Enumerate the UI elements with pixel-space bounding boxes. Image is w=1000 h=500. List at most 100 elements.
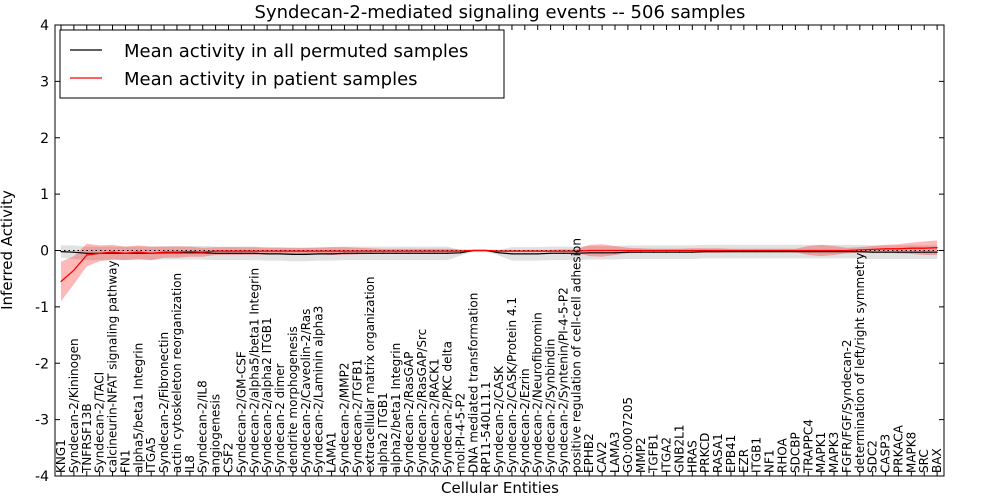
- x-tick-label: Syndecan-2/Neurofibromin: [531, 312, 545, 473]
- point-permuted: [86, 252, 88, 254]
- point-patient: [202, 251, 204, 253]
- point-patient: [846, 249, 848, 252]
- x-tick-label: ITGA2: [660, 437, 674, 473]
- x-tick-label: Syndecan-2/Caveolin-2/Ras: [299, 309, 313, 473]
- point-permuted: [408, 252, 410, 254]
- point-permuted: [240, 252, 242, 254]
- y-tick-label: 0: [40, 244, 49, 260]
- point-patient: [408, 250, 410, 252]
- point-patient: [781, 249, 784, 252]
- chart-title: Syndecan-2-mediated signaling events -- …: [255, 2, 746, 23]
- x-tick-label: Syndecan-2/GM-CSF: [234, 351, 248, 473]
- point-patient: [369, 250, 371, 252]
- point-patient: [305, 250, 307, 252]
- point-patient: [640, 249, 642, 252]
- point-permuted: [936, 251, 938, 253]
- point-patient: [215, 250, 217, 252]
- y-tick-label: -2: [35, 356, 49, 372]
- x-tick-label: GNB2L1: [672, 425, 686, 473]
- x-tick-label: CAV2: [595, 441, 609, 473]
- point-patient: [421, 250, 423, 252]
- point-permuted: [704, 251, 706, 253]
- x-tick-label: MAPK1: [814, 432, 828, 473]
- point-patient: [189, 251, 191, 253]
- point-permuted: [923, 251, 925, 253]
- x-tick-label: positive regulation of cell-cell adhesio…: [569, 238, 583, 473]
- x-tick-label: Syndecan-2/alpha5/beta1 Integrin: [247, 268, 261, 473]
- x-tick-label: actin cytoskeleton reorganization: [170, 273, 184, 473]
- x-tick-label: Syndecan-2/IL8: [196, 380, 210, 473]
- point-patient: [279, 250, 281, 252]
- point-permuted: [434, 252, 436, 254]
- x-tick-label: NF1: [763, 449, 777, 473]
- x-tick-label: Syndecan-2/RACK1: [428, 358, 442, 473]
- point-patient: [318, 250, 320, 252]
- x-tick-label: Syndecan-2/RasGAP/Src: [415, 329, 429, 473]
- point-patient: [872, 248, 874, 250]
- point-permuted: [807, 251, 809, 253]
- point-patient: [137, 251, 139, 253]
- point-permuted: [640, 251, 642, 253]
- point-permuted: [833, 251, 835, 253]
- x-tick-label: Syndecan-2/PKC delta: [441, 341, 455, 473]
- point-patient: [60, 280, 62, 283]
- point-patient: [163, 251, 165, 253]
- y-tick-label: 2: [40, 131, 49, 147]
- point-permuted: [769, 251, 771, 253]
- x-tick-label: angiogenesis: [209, 394, 223, 473]
- point-patient: [601, 249, 603, 252]
- point-patient: [382, 250, 384, 252]
- point-permuted: [498, 252, 500, 254]
- x-tick-label: Syndecan-2/alpha2 ITGB1: [260, 317, 274, 473]
- point-patient: [820, 249, 822, 252]
- y-tick-label: -4: [35, 469, 49, 485]
- legend-frame: [59, 29, 505, 99]
- point-permuted: [885, 251, 887, 253]
- legend-label-patient: Mean activity in patient samples: [124, 69, 418, 90]
- point-permuted: [550, 252, 552, 254]
- point-patient: [111, 251, 114, 253]
- x-tick-label: Syndecan-2/Laminin alpha3: [312, 306, 326, 473]
- series-lines: [60, 247, 938, 283]
- x-axis-label: Cellular Entities: [441, 479, 559, 497]
- point-permuted: [459, 252, 461, 254]
- point-patient: [769, 249, 771, 252]
- point-permuted: [601, 252, 603, 254]
- point-patient: [885, 248, 887, 250]
- point-patient: [99, 252, 101, 254]
- x-tick-label: GO:0007205: [621, 397, 635, 473]
- point-patient: [666, 249, 668, 252]
- y-axis: -4 -3 -2 -1 0 1 2 3 4: [35, 18, 944, 485]
- x-tick-label: Syndecan-2/TGFB1: [350, 359, 364, 473]
- point-permuted: [781, 251, 784, 253]
- band-patient: [61, 240, 938, 302]
- x-tick-label: extracellular matrix organization: [363, 277, 377, 474]
- x-tick-label: KNG1: [54, 439, 68, 473]
- x-tick-label: FGFR/FGF/Syndecan-2: [840, 340, 854, 473]
- y-tick-label: 1: [40, 187, 49, 203]
- x-tick-label: PRKCD: [698, 433, 712, 473]
- point-patient: [498, 250, 500, 252]
- point-patient: [511, 250, 513, 252]
- x-tick-label: alpha5/beta1 Integrin: [131, 343, 145, 473]
- point-patient: [923, 247, 925, 249]
- x-tick-label: Syndecan-2/TACI: [93, 372, 107, 473]
- point-permuted: [627, 251, 629, 253]
- point-permuted: [215, 252, 217, 254]
- point-permuted: [897, 251, 900, 253]
- point-permuted: [279, 253, 281, 255]
- point-patient: [807, 249, 809, 252]
- point-patient: [550, 250, 552, 252]
- point-patient: [691, 249, 693, 252]
- point-patient: [73, 269, 75, 271]
- x-tick-label: Syndecan-2/CASK/Protein 4.1: [505, 297, 519, 473]
- point-permuted: [910, 251, 912, 253]
- point-patient: [704, 249, 706, 252]
- legend: Mean activity in all permuted samples Me…: [59, 29, 505, 99]
- point-patient: [485, 249, 487, 252]
- x-tick-label: Syndecan-2/CASK: [492, 365, 506, 473]
- point-permuted: [331, 253, 333, 255]
- point-permuted: [343, 252, 345, 254]
- x-tick-label: alpha2/beta1 Integrin: [389, 343, 403, 473]
